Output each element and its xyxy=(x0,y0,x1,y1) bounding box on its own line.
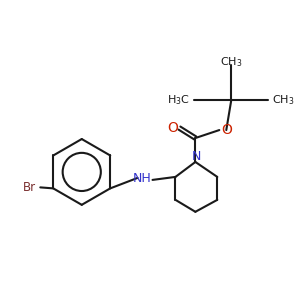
Text: CH$_3$: CH$_3$ xyxy=(220,56,242,69)
Text: O: O xyxy=(221,123,232,137)
Text: Br: Br xyxy=(23,181,36,194)
Text: NH: NH xyxy=(133,172,152,185)
Text: CH$_3$: CH$_3$ xyxy=(272,93,295,107)
Text: H$_3$C: H$_3$C xyxy=(167,93,190,107)
Text: O: O xyxy=(167,121,178,135)
Text: N: N xyxy=(192,150,201,163)
